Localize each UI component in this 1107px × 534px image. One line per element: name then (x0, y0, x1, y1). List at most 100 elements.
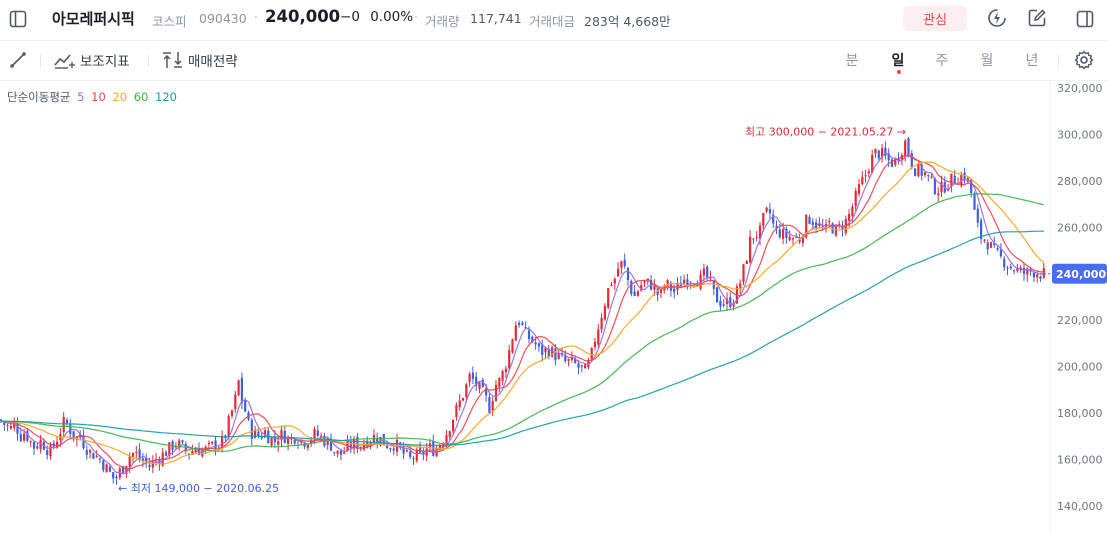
candle-body (85, 450, 88, 455)
candle-body (788, 236, 791, 241)
candle-body (666, 280, 669, 285)
period-tab-year[interactable]: 년 (1025, 53, 1039, 69)
indicator-button[interactable]: 보조지표 (54, 50, 130, 70)
candle-body (976, 208, 979, 223)
candle-body (702, 268, 705, 276)
candle-body (749, 236, 752, 263)
candle-body (534, 342, 537, 345)
period-tab-minute[interactable]: 분 (845, 53, 859, 69)
candle-body (419, 446, 422, 453)
period-tab-week[interactable]: 주 (935, 53, 949, 69)
candle-body (626, 267, 630, 280)
candle-body (475, 376, 478, 387)
candle-body (115, 476, 118, 479)
toolbar-separator (148, 54, 149, 67)
candle-body (214, 440, 217, 449)
candle-body (221, 435, 224, 448)
candle-body (541, 344, 544, 355)
price-change: −0 0.00% (340, 9, 413, 25)
low-annotation: ← 최저 149,000 − 2020.06.25 (118, 482, 279, 495)
candle-body (237, 380, 240, 396)
candle-body (26, 430, 29, 441)
candle-body (884, 147, 887, 156)
candle-body (653, 285, 656, 290)
candle-body (570, 356, 573, 360)
candle-body (636, 291, 639, 296)
candle-body (887, 153, 890, 161)
change-percent: 0.00% (370, 9, 414, 25)
candle-body (808, 216, 811, 224)
candle-body (603, 305, 606, 320)
candle-body (128, 456, 131, 467)
sidebar-toggle-icon[interactable] (8, 9, 28, 29)
gear-icon[interactable] (1074, 50, 1094, 70)
candle-body (699, 274, 702, 289)
candle-body (402, 446, 405, 454)
candle-body (32, 442, 36, 449)
candle-body (316, 430, 319, 436)
period-tab-month[interactable]: 월 (980, 53, 994, 69)
candle-body (772, 214, 775, 224)
candle-body (1022, 268, 1026, 275)
strategy-button[interactable]: 매매전략 (162, 50, 238, 70)
candle-body (758, 225, 762, 239)
header-divider (0, 40, 1107, 41)
volume-value: 117,741 (470, 11, 522, 26)
candle-body (501, 370, 504, 381)
candle-body (593, 341, 597, 348)
candle-body (504, 368, 507, 373)
panel-icon[interactable] (1075, 9, 1095, 29)
candle-body (98, 458, 102, 460)
candle-body (508, 350, 511, 369)
lightning-icon[interactable] (987, 8, 1007, 28)
candle-body (227, 416, 230, 438)
candle-body (811, 221, 814, 226)
favorite-button[interactable]: 관심 (903, 6, 967, 31)
candle-body (131, 453, 135, 457)
candle-body (148, 464, 151, 467)
candle-body (531, 336, 534, 342)
candle-body (640, 285, 643, 291)
candle-body (732, 303, 735, 307)
candle-body (1032, 272, 1035, 278)
candle-body (3, 421, 6, 425)
candle-body (273, 436, 276, 442)
candle-body (775, 225, 778, 229)
toolbar-separator (40, 54, 41, 67)
candle-body (95, 455, 98, 457)
candle-body (914, 168, 917, 177)
candle-body (491, 401, 494, 411)
candle-body (745, 260, 748, 264)
candle-body (617, 268, 620, 277)
period-tab-day[interactable]: 일 (891, 53, 905, 69)
draw-line-icon[interactable] (9, 50, 27, 70)
candle-body (485, 388, 488, 396)
candle-body (610, 284, 613, 286)
chart-toolbar: 보조지표 매매전략 분 일 주 월 년 (0, 41, 1107, 80)
candle-body (560, 352, 564, 355)
candle-body (1016, 267, 1019, 272)
edit-icon[interactable] (1027, 8, 1047, 28)
candle-body (752, 238, 755, 240)
candle-body (0, 419, 3, 422)
candle-body (1036, 274, 1039, 278)
candle-body (366, 440, 369, 447)
change-arrow: − (340, 9, 352, 25)
amount-label: 거래대금 (529, 14, 576, 29)
candle-body (755, 236, 758, 238)
candle-body (82, 435, 85, 449)
price-chart[interactable]: 320,000 300,000 280,000 260,000 240,000 220,0… (0, 81, 1107, 534)
candle-body (511, 339, 514, 353)
separator-dot: · (254, 10, 258, 24)
candle-body (1006, 267, 1009, 269)
candle-body (260, 435, 263, 439)
candle-body (923, 172, 927, 175)
candle-body (69, 423, 72, 434)
candle-body (56, 441, 59, 448)
candle-body (904, 140, 907, 158)
candle-body (514, 325, 517, 341)
candle-body (683, 279, 686, 284)
volume-label: 거래량 (425, 14, 460, 29)
candle-body (838, 224, 841, 226)
candle-body (828, 221, 831, 223)
